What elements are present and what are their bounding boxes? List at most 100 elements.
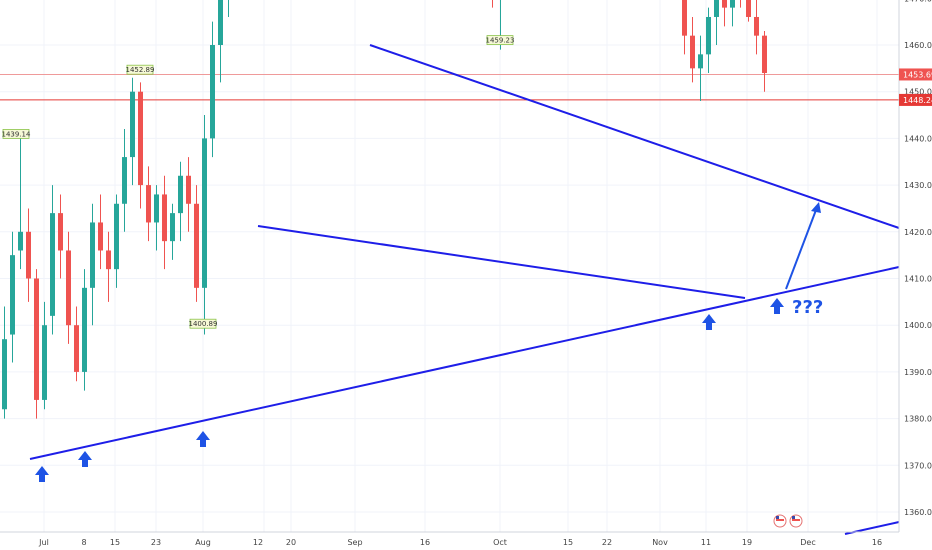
price-annotations: 1439.141452.891400.891557.101535.691459.…: [2, 35, 515, 329]
annotation-box: [2, 129, 30, 139]
candle-up: [114, 203, 119, 270]
x-tick-label: Jul: [38, 538, 49, 547]
price-label-box: [899, 68, 932, 81]
y-tick-label: 1470.00: [904, 0, 932, 3]
x-tick-label: Sep: [347, 538, 362, 547]
x-tick-label: 16: [420, 538, 430, 547]
candle-up: [2, 339, 7, 410]
candle-down: [138, 91, 143, 186]
events-icon[interactable]: [773, 514, 803, 528]
candle-up: [154, 194, 159, 223]
annotation-box: [126, 64, 154, 75]
x-tick-label: 15: [110, 538, 120, 547]
candle-up: [202, 138, 207, 288]
price-label-text: 1448.24: [903, 96, 932, 105]
trend-lines: [29, 44, 900, 535]
annotation-box: [486, 35, 514, 45]
x-tick-label: Dec: [800, 538, 815, 547]
candle-up: [82, 287, 87, 372]
flag-stripe: [792, 519, 800, 521]
x-tick-label: 16: [872, 538, 882, 547]
flag-stripe: [776, 519, 784, 521]
candle-up: [130, 91, 135, 158]
up-arrow-icon: [770, 298, 784, 314]
y-tick-label: 1410.00: [904, 275, 932, 284]
y-tick-label: 1390.00: [904, 368, 932, 377]
candle-down: [194, 203, 199, 288]
price-label-boxes: 1453.69 1448.24: [899, 68, 932, 106]
x-tick-label: 20: [286, 538, 296, 547]
grid: [0, 0, 899, 532]
y-tick-label: 1430.00: [904, 181, 932, 190]
x-tick-label: 19: [742, 538, 752, 547]
annotation-label: 1400.89: [189, 320, 218, 328]
candle-down: [186, 175, 191, 204]
y-tick-label: 1420.00: [904, 228, 932, 237]
x-tick-label: 15: [563, 538, 573, 547]
y-tick-label: 1460.00: [904, 41, 932, 50]
annotation-box: [189, 318, 217, 329]
candle-up: [18, 231, 23, 251]
candle-up: [178, 175, 183, 214]
candle-down: [746, 0, 751, 17]
candle-down: [690, 35, 695, 69]
candles: [2, 0, 767, 419]
candle-down: [682, 0, 687, 36]
candle-up: [698, 54, 703, 69]
projection-arrow-line[interactable]: [785, 209, 817, 290]
y-tick-label: 1440.00: [904, 134, 932, 143]
y-tick-label: 1380.00: [904, 415, 932, 424]
x-tick-label: 12: [253, 538, 263, 547]
candle-down: [754, 16, 759, 36]
candle-down: [762, 35, 767, 74]
x-tick-label: Aug: [195, 538, 211, 547]
annotation-label: 1452.89: [126, 66, 155, 74]
flag-canton: [776, 516, 779, 519]
upper-trendline[interactable]: [369, 44, 900, 229]
up-arrow-icon: [702, 314, 716, 330]
candle-up: [706, 16, 711, 55]
x-tick-label: Nov: [652, 538, 668, 547]
candle-down: [146, 185, 151, 223]
flag-canton: [792, 516, 795, 519]
x-axis-ticks: Jul 8 15 23 Aug 12 20 Sep 16 Oct 15 22 Nov 11 19 Dec 16: [38, 538, 882, 547]
candle-down: [106, 250, 111, 270]
up-arrows: [35, 298, 784, 482]
y-tick-label: 1370.00: [904, 461, 932, 470]
candle-down: [66, 250, 71, 326]
candle-down: [34, 278, 39, 400]
annotation-label: 1459.23: [486, 37, 515, 45]
y-tick-label: 1450.00: [904, 88, 932, 97]
candle-up: [122, 157, 127, 204]
axes: [0, 0, 900, 533]
candle-up: [170, 213, 175, 242]
candle-up: [730, 0, 735, 8]
candle-down: [98, 222, 103, 251]
price-label-text: 1453.69: [903, 70, 932, 79]
x-tick-label: 11: [701, 538, 711, 547]
up-arrow-icon: [196, 431, 210, 447]
y-tick-label: 1360.00: [904, 508, 932, 517]
candle-up: [90, 222, 95, 288]
y-tick-label: 1400.00: [904, 321, 932, 330]
question-label: ???: [792, 297, 823, 318]
price-label-box: [899, 93, 932, 106]
candle-down: [58, 213, 63, 251]
x-tick-label: 8: [81, 538, 86, 547]
candle-up: [714, 0, 719, 17]
rising-support-trendline[interactable]: [29, 266, 900, 460]
candle-up: [42, 325, 47, 400]
candle-up: [218, 0, 223, 46]
projection-arrow-head: [811, 202, 821, 213]
candle-down: [162, 194, 167, 242]
up-arrow-icon: [78, 451, 92, 467]
candle-up: [50, 213, 55, 316]
x-tick-label: Oct: [493, 538, 507, 547]
candle-down: [74, 325, 79, 372]
y-axis-ticks: 1360.00 1370.00 1380.00 1390.00 1400.00 1410.…: [904, 0, 932, 517]
lower-wedge-trendline[interactable]: [257, 225, 746, 299]
candle-up: [10, 255, 15, 335]
x-tick-label: 22: [602, 538, 612, 547]
candle-down: [722, 0, 727, 8]
